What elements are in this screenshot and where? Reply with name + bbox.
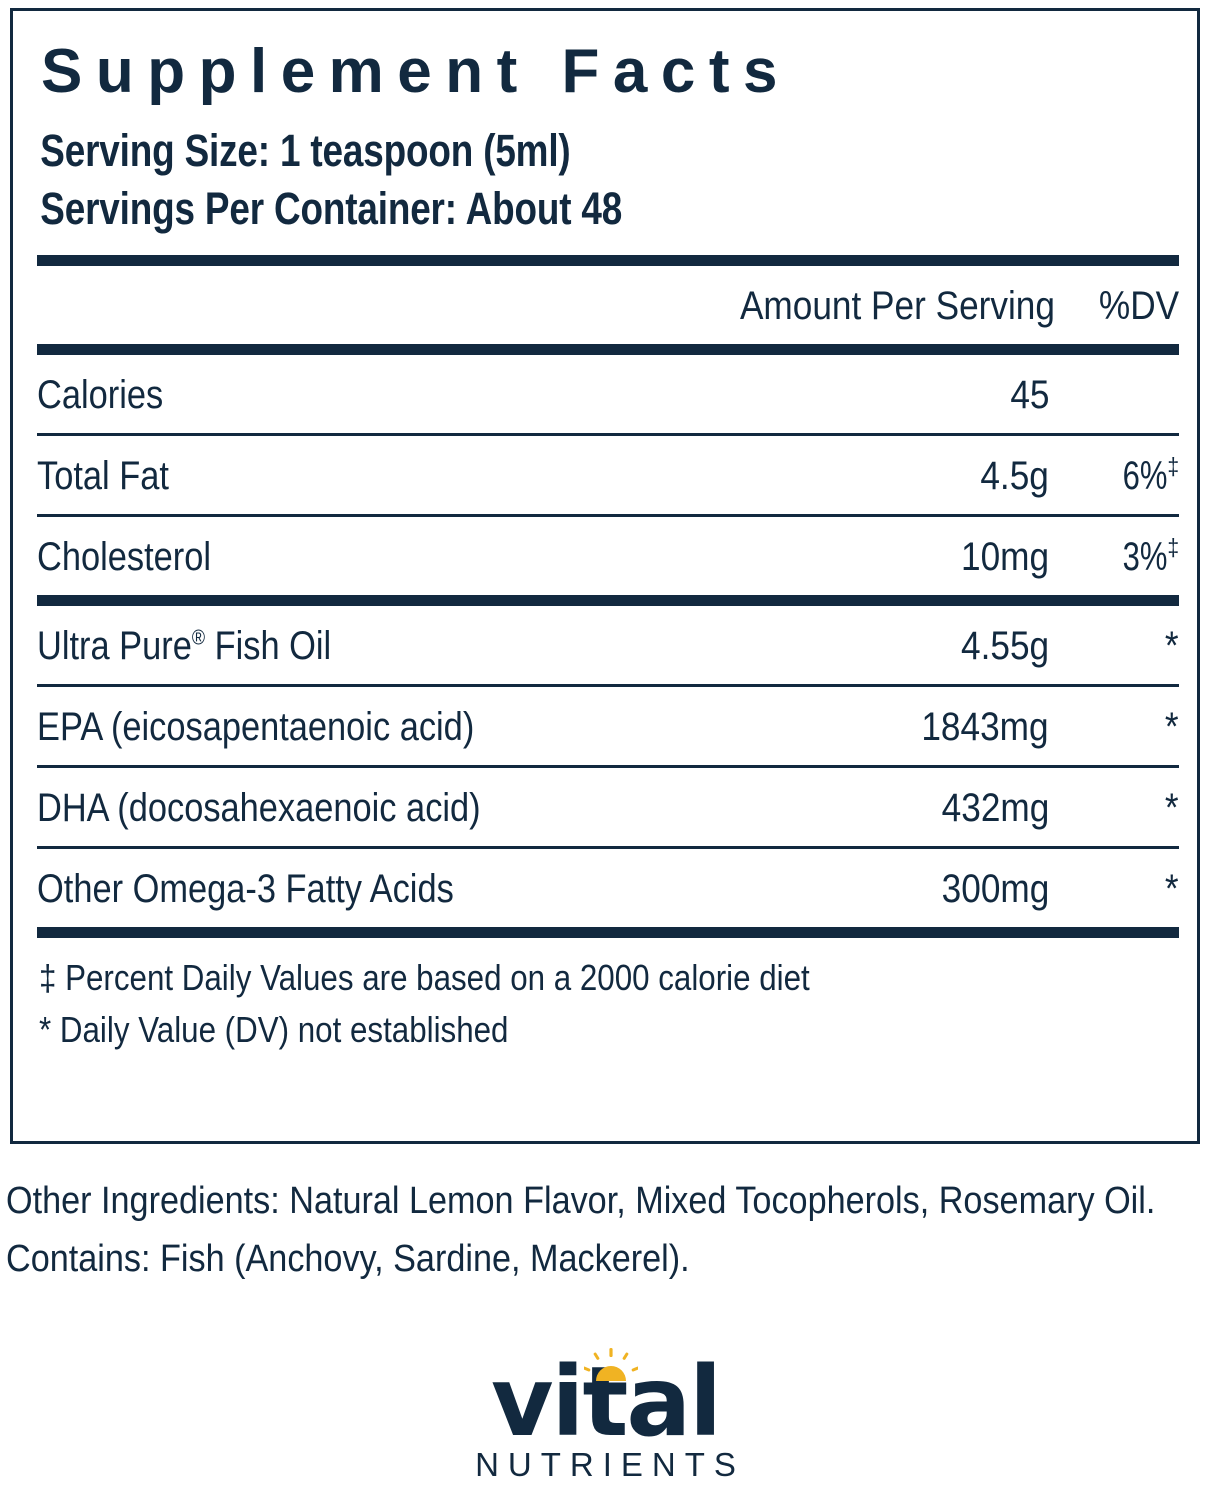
table-row: Other Omega-3 Fatty Acids 300mg * bbox=[37, 849, 1179, 927]
table-row: DHA (docosahexaenoic acid) 432mg * bbox=[37, 768, 1179, 846]
table-row: EPA (eicosapentaenoic acid) 1843mg * bbox=[37, 687, 1179, 765]
ingredient-name: Ultra Pure® Fish Oil bbox=[37, 624, 332, 668]
ingredient-amount: 432mg bbox=[941, 786, 1049, 830]
rule-thin-4 bbox=[37, 765, 1179, 768]
ingredient-dv: * bbox=[1165, 624, 1179, 668]
footnote-percent-dv: ‡ Percent Daily Values are based on a 20… bbox=[39, 957, 810, 998]
other-omega-table: Other Omega-3 Fatty Acids 300mg * bbox=[37, 849, 1179, 927]
rule-thick-bottom bbox=[37, 927, 1179, 938]
nutrient-name: Total Fat bbox=[37, 454, 169, 498]
page-title: Supplement Facts bbox=[41, 37, 791, 106]
contains-allergens-text: Contains: Fish (Anchovy, Sardine, Macker… bbox=[6, 1238, 690, 1280]
ingredient-amount: 300mg bbox=[941, 867, 1049, 911]
ingredient-amount: 4.55g bbox=[960, 624, 1049, 668]
epa-table: EPA (eicosapentaenoic acid) 1843mg * bbox=[37, 687, 1179, 765]
ingredient-name: DHA (docosahexaenoic acid) bbox=[37, 786, 481, 830]
ingredient-dv: * bbox=[1165, 867, 1179, 911]
fish-oil-table: Ultra Pure® Fish Oil 4.55g * bbox=[37, 606, 1179, 684]
daily-value-header: %DV bbox=[1098, 284, 1179, 328]
brand-logo: vital NUTRIENTS bbox=[0, 1348, 1211, 1484]
ingredient-name: EPA (eicosapentaenoic acid) bbox=[37, 705, 475, 749]
serving-size-text: Serving Size: 1 teaspoon (5ml) bbox=[40, 125, 571, 176]
table-row: Calories 45 bbox=[37, 355, 1179, 433]
cholesterol-table: Cholesterol 10mg 3%‡ bbox=[37, 517, 1179, 595]
nutrient-dv: 3%‡ bbox=[1122, 534, 1179, 579]
rule-thick-mid bbox=[37, 595, 1179, 606]
ingredient-name: Other Omega-3 Fatty Acids bbox=[37, 867, 454, 911]
table-row: Total Fat 4.5g 6%‡ bbox=[37, 436, 1179, 514]
other-ingredients-text: Other Ingredients: Natural Lemon Flavor,… bbox=[6, 1180, 1156, 1222]
ingredient-dv: * bbox=[1165, 786, 1179, 830]
ingredient-dv: * bbox=[1165, 705, 1179, 749]
other-ingredients-block: Other Ingredients: Natural Lemon Flavor,… bbox=[6, 1172, 1206, 1288]
nutrition-table: Amount Per Serving %DV bbox=[37, 266, 1179, 344]
nutrient-name: Calories bbox=[37, 373, 164, 417]
rule-thin-5 bbox=[37, 846, 1179, 849]
rule-thin-1 bbox=[37, 433, 1179, 436]
sun-icon bbox=[584, 1348, 639, 1381]
header-spacer bbox=[37, 266, 605, 344]
amount-per-serving-header: Amount Per Serving bbox=[739, 284, 1055, 328]
footnotes: ‡ Percent Daily Values are based on a 20… bbox=[37, 938, 1179, 1056]
total-fat-table: Total Fat 4.5g 6%‡ bbox=[37, 436, 1179, 514]
dha-table: DHA (docosahexaenoic acid) 432mg * bbox=[37, 768, 1179, 846]
rule-thin-2 bbox=[37, 514, 1179, 517]
table-header-row: Amount Per Serving %DV bbox=[37, 266, 1179, 344]
rule-thick-after-header bbox=[37, 344, 1179, 355]
rule-thin-3 bbox=[37, 684, 1179, 687]
nutrient-amount: 45 bbox=[1009, 373, 1049, 417]
nutrient-dv: 6%‡ bbox=[1122, 453, 1179, 498]
nutrient-amount: 10mg bbox=[960, 535, 1049, 579]
table-row: Cholesterol 10mg 3%‡ bbox=[37, 517, 1179, 595]
rule-thick-top bbox=[37, 255, 1179, 266]
supplement-facts-panel: Supplement Facts Serving Size: 1 teaspoo… bbox=[10, 8, 1200, 1144]
nutrient-name: Cholesterol bbox=[37, 535, 212, 579]
brand-subtitle: NUTRIENTS bbox=[475, 1446, 745, 1483]
ingredient-amount: 1843mg bbox=[921, 705, 1049, 749]
servings-per-container-text: Servings Per Container: About 48 bbox=[40, 183, 623, 234]
nutrient-dv bbox=[1049, 355, 1179, 433]
basic-nutrients-table: Calories 45 bbox=[37, 355, 1179, 433]
registered-trademark-icon: ® bbox=[191, 626, 206, 650]
nutrient-amount: 4.5g bbox=[980, 454, 1049, 498]
dagger-mark: ‡ bbox=[1167, 534, 1179, 562]
dagger-mark: ‡ bbox=[1167, 453, 1179, 481]
table-row: Ultra Pure® Fish Oil 4.55g * bbox=[37, 606, 1179, 684]
footnote-dv-not-established: * Daily Value (DV) not established bbox=[39, 1009, 509, 1050]
